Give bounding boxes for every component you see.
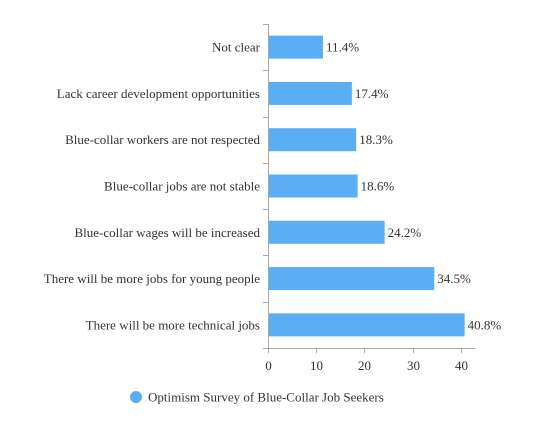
category-label: Not clear bbox=[212, 40, 261, 55]
x-tick-label: 0 bbox=[265, 358, 272, 373]
bar-3[interactable] bbox=[268, 128, 357, 152]
category-label: Blue-collar workers are not respected bbox=[65, 132, 260, 147]
data-label: 11.4% bbox=[326, 40, 359, 55]
legend-marker[interactable] bbox=[130, 391, 142, 403]
x-tick-label: 10 bbox=[310, 358, 323, 373]
bars-layer bbox=[268, 35, 465, 337]
category-label: Lack career development opportunities bbox=[57, 86, 260, 101]
category-label: There will be more jobs for young people bbox=[44, 271, 260, 286]
data-label: 17.4% bbox=[355, 86, 389, 101]
data-label: 18.6% bbox=[361, 179, 395, 194]
bar-7[interactable] bbox=[268, 313, 465, 337]
bar-6[interactable] bbox=[268, 267, 435, 291]
x-tick-label: 20 bbox=[358, 358, 371, 373]
bar-2[interactable] bbox=[268, 81, 352, 105]
legend[interactable]: Optimism Survey of Blue-Collar Job Seeke… bbox=[130, 390, 384, 405]
x-tick-label: 40 bbox=[455, 358, 468, 373]
x-tick-label: 30 bbox=[407, 358, 420, 373]
data-label: 18.3% bbox=[359, 132, 393, 147]
category-label: Blue-collar wages will be increased bbox=[74, 225, 260, 240]
data-label: 24.2% bbox=[388, 225, 422, 240]
data-label: 40.8% bbox=[468, 317, 502, 332]
bar-5[interactable] bbox=[268, 220, 385, 244]
bar-1[interactable] bbox=[268, 35, 323, 59]
legend-label[interactable]: Optimism Survey of Blue-Collar Job Seeke… bbox=[148, 390, 384, 405]
data-label: 34.5% bbox=[437, 271, 471, 286]
bar-4[interactable] bbox=[268, 174, 358, 198]
axis-layer: 0 10 20 30 40 bbox=[263, 24, 476, 373]
category-label: There will be more technical jobs bbox=[86, 317, 260, 332]
labels-layer: Not clear 11.4% Lack career development op… bbox=[44, 40, 502, 333]
category-label: Blue-collar jobs are not stable bbox=[104, 179, 260, 194]
